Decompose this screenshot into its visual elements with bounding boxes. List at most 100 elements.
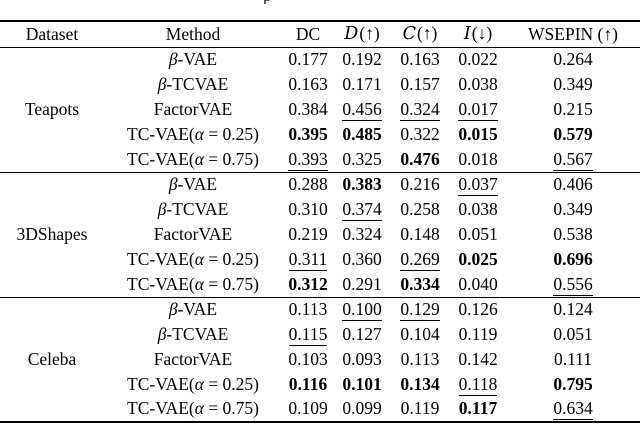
method-label: FactorVAE (153, 223, 233, 244)
table-row: TC-VAE(α = 0.25) 0.395 0.485 0.322 0.015 0.57… (0, 122, 640, 147)
col-header-method: Method (165, 23, 221, 44)
metric-value: 0.100 (342, 299, 382, 321)
script-c-symbol: C (402, 24, 416, 44)
table-row: Teapots β-VAE 0.177 0.192 0.163 0.022 0.264 (0, 47, 640, 117)
metric-value: 0.142 (458, 348, 498, 369)
metric-value: 0.126 (458, 299, 498, 319)
metric-value: 0.118 (458, 373, 498, 396)
metric-value: 0.117 (458, 398, 498, 419)
method-label: β-VAE (168, 299, 218, 319)
metric-value: 0.579 (553, 123, 593, 144)
table-row: FactorVAE 0.103 0.093 0.113 0.142 0.111 (0, 347, 640, 372)
metric-value: 0.374 (342, 198, 382, 221)
metric-value: 0.456 (342, 98, 382, 121)
metric-value: 0.116 (288, 373, 328, 394)
metric-value: 0.485 (342, 123, 382, 144)
metric-value: 0.634 (553, 398, 593, 421)
method-label: FactorVAE (153, 98, 233, 119)
results-table: Dataset Method DC D(↑) C(↑) I(↓) WSEPIN … (0, 20, 640, 423)
script-d-symbol: D (344, 24, 359, 44)
col-header-completeness: C(↑) (390, 21, 450, 47)
metric-value: 0.567 (553, 148, 593, 171)
table-row: β-TCVAE 0.115 0.127 0.104 0.119 0.051 (0, 322, 640, 347)
metric-value: 0.104 (400, 323, 440, 344)
metric-value: 0.393 (288, 148, 328, 171)
caption-letter-fragment: p (263, 0, 277, 4)
method-label: β-TCVAE (157, 323, 229, 344)
metric-value: 0.119 (458, 323, 498, 344)
metric-value: 0.124 (553, 299, 593, 319)
metric-value: 0.040 (458, 273, 498, 294)
table-row: FactorVAE 0.219 0.324 0.148 0.051 0.538 (0, 222, 640, 247)
method-label: β-TCVAE (157, 73, 229, 94)
table-row: 3DShapes β-VAE 0.288 0.383 0.216 0.037 0.406 (0, 172, 640, 243)
up-arrow-suffix: (↑) (416, 23, 438, 43)
table-row: TC-VAE(α = 0.75) 0.312 0.291 0.334 0.040 0.55… (0, 272, 640, 297)
metric-value: 0.051 (553, 323, 593, 344)
metric-value: 0.022 (458, 49, 498, 69)
header-row: Dataset Method DC D(↑) C(↑) I(↓) WSEPIN … (0, 21, 640, 47)
metric-value: 0.383 (342, 174, 382, 194)
metric-value: 0.538 (553, 223, 593, 244)
col-header-dc: DC (295, 23, 321, 44)
metric-value: 0.258 (400, 198, 440, 219)
table-row: TC-VAE(α = 0.25) 0.311 0.360 0.269 0.025 0.69… (0, 247, 640, 272)
dataset-label: 3DShapes (16, 223, 88, 244)
table-row: β-TCVAE 0.310 0.374 0.258 0.038 0.349 (0, 197, 640, 222)
method-label: TC-VAE(α = 0.25) (127, 123, 259, 144)
cropped-caption-fragment: p (263, 0, 277, 4)
metric-value: 0.119 (400, 398, 440, 419)
table-header: Dataset Method DC D(↑) C(↑) I(↓) WSEPIN … (0, 21, 640, 47)
method-label: β-VAE (168, 174, 218, 194)
metric-value: 0.349 (553, 73, 593, 94)
metric-value: 0.127 (342, 323, 382, 344)
table-row: Celeba β-VAE 0.113 0.100 0.129 0.126 0.124 (0, 297, 640, 367)
dataset-label: Teapots (24, 98, 80, 119)
metric-value: 0.025 (458, 248, 498, 269)
table-body: Teapots β-VAE 0.177 0.192 0.163 0.022 0.264 β-T… (0, 47, 640, 422)
metric-value: 0.171 (342, 73, 382, 94)
metric-value: 0.334 (400, 273, 440, 294)
metric-value: 0.103 (288, 348, 328, 369)
metric-value: 0.129 (400, 299, 440, 321)
metric-value: 0.312 (288, 273, 328, 294)
script-i-symbol: I (463, 24, 471, 44)
dataset-label: Celeba (27, 348, 77, 369)
col-header-disentanglement: D(↑) (334, 21, 390, 47)
metric-value: 0.093 (342, 348, 382, 369)
method-label: TC-VAE(α = 0.25) (127, 373, 259, 394)
down-arrow-suffix: (↓) (471, 23, 493, 43)
col-header-wsepin: WSEPIN (↑) (528, 23, 618, 44)
metric-value: 0.291 (342, 273, 382, 294)
metric-value: 0.311 (288, 248, 328, 271)
metric-value: 0.113 (400, 348, 440, 369)
metric-value: 0.101 (342, 373, 382, 394)
up-arrow-suffix: (↑) (359, 23, 380, 43)
metric-value: 0.696 (553, 248, 593, 269)
metric-value: 0.349 (553, 198, 593, 219)
metric-value: 0.322 (400, 123, 440, 144)
metric-value: 0.018 (458, 148, 498, 169)
metric-value: 0.038 (458, 198, 498, 219)
metric-value: 0.109 (288, 398, 328, 419)
metric-value: 0.115 (288, 323, 328, 346)
metric-value: 0.037 (458, 174, 498, 196)
table-row: β-TCVAE 0.163 0.171 0.157 0.038 0.349 (0, 72, 640, 97)
metric-value: 0.556 (553, 273, 593, 296)
table-row: TC-VAE(α = 0.75) 0.109 0.099 0.119 0.117 0.63… (0, 397, 640, 422)
metric-value: 0.288 (288, 174, 328, 194)
table-row: TC-VAE(α = 0.25) 0.116 0.101 0.134 0.118 0.79… (0, 372, 640, 397)
metric-value: 0.148 (400, 223, 440, 244)
metric-value: 0.384 (288, 98, 328, 119)
metric-value: 0.163 (288, 73, 328, 94)
metric-value: 0.038 (458, 73, 498, 94)
metric-value: 0.192 (342, 49, 382, 69)
metric-value: 0.157 (400, 73, 440, 94)
method-label: TC-VAE(α = 0.25) (127, 248, 259, 269)
method-label: TC-VAE(α = 0.75) (127, 273, 259, 294)
metric-value: 0.325 (342, 148, 382, 169)
col-header-dataset: Dataset (25, 23, 79, 44)
metric-value: 0.134 (400, 373, 440, 394)
metric-value: 0.324 (342, 223, 382, 244)
